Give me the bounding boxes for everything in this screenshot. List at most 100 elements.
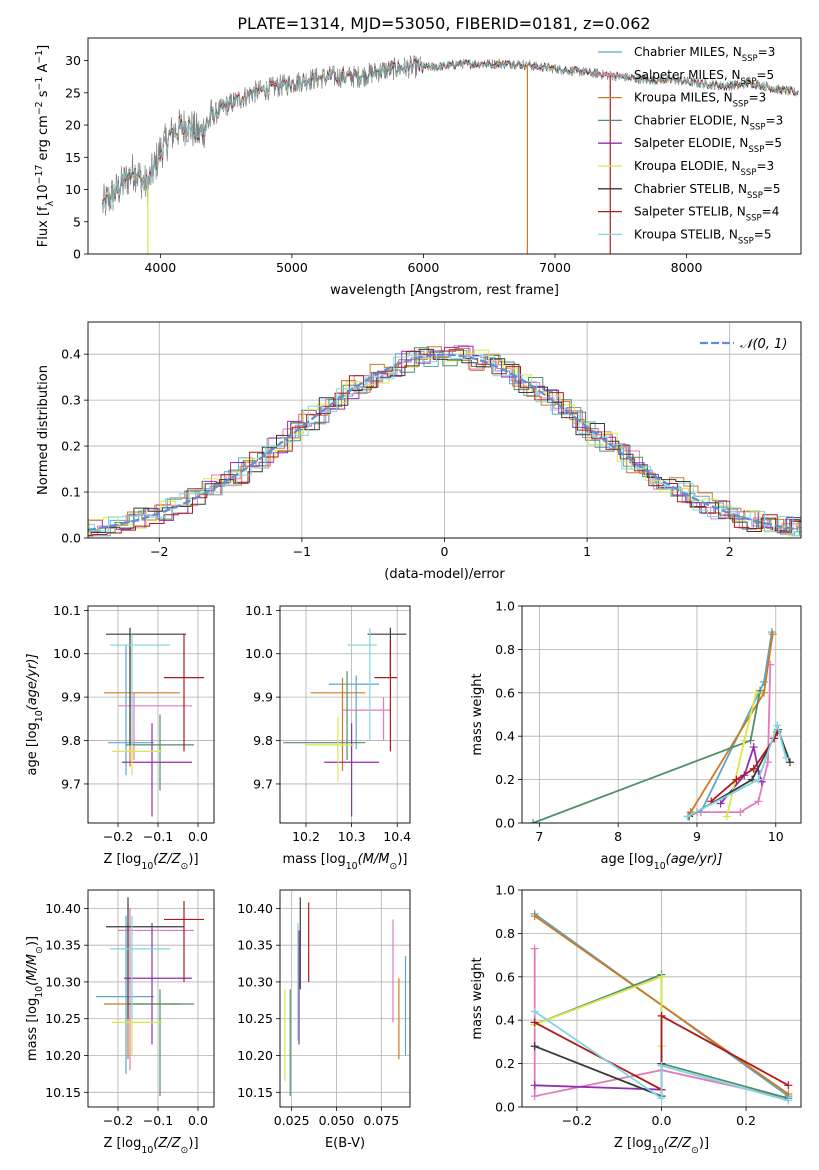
weight-marker-salpeter-miles xyxy=(530,1092,539,1101)
y-tick-label: 0.0 xyxy=(495,1100,515,1115)
weight-marker-salpeter-elodie xyxy=(716,799,725,808)
y-tick-label: 10.25 xyxy=(45,1011,81,1026)
histogram-salpeter-stelib xyxy=(88,349,801,537)
weight-marker-salpeter-stelib xyxy=(784,1081,793,1090)
histogram-salpeter-miles xyxy=(88,345,801,537)
x-tick-label: 8 xyxy=(614,829,622,844)
y-tick-label: 10 xyxy=(65,182,81,197)
weight-marker-kroupa-stelib xyxy=(784,1096,793,1105)
y-axis-label: mass [log10(M/M⊙)] xyxy=(25,936,45,1061)
weight-marker-kroupa-miles xyxy=(768,630,777,639)
errorbar-chabrier-stelib xyxy=(106,627,186,745)
x-tick-label: 5000 xyxy=(276,260,308,275)
x-tick-label: 0.050 xyxy=(319,1113,355,1128)
errorbar-kroupa-stelib xyxy=(110,634,170,745)
y-tick-label: 15 xyxy=(65,150,81,165)
legend-label-salpeter-elodie: Salpeter ELODIE, NSSP=5 xyxy=(634,136,782,155)
y-tick-label: 0.2 xyxy=(495,772,515,787)
y-tick-label: 0.1 xyxy=(61,485,81,500)
y-tick-label: 9.7 xyxy=(253,776,273,791)
x-tick-label: 0.2 xyxy=(736,1113,756,1128)
y-tick-label: 10.1 xyxy=(53,603,81,618)
panel-mass_vs_EBV: 0.025 0.050 0.075 10.15 10.20 10.25 10.30 10.35… xyxy=(237,889,411,1151)
panel-age_vs_mass: 10.2 10.3 10.4 9.7 9.8 9.9 10.0 10.1 mass [log10… xyxy=(245,603,411,872)
legend-label-salpeter-miles: Salpeter MILES, NSSP=5 xyxy=(634,68,774,87)
y-tick-label: 9.9 xyxy=(61,690,81,705)
y-tick-label: 0.3 xyxy=(61,393,81,408)
weight-marker-salpeter-stelib xyxy=(732,775,741,784)
y-tick-label: 10.30 xyxy=(45,974,81,989)
x-tick-label: −2 xyxy=(150,544,168,559)
weight-marker-kroupa-stelib xyxy=(657,1094,666,1103)
errorbar-chabrier-elodie xyxy=(128,989,194,1096)
weight-marker-kroupa-elodie xyxy=(722,812,731,821)
x-axis-label: Z [log10(Z/Z⊙)] xyxy=(103,1136,198,1156)
errorbar-salpeter-elodie xyxy=(324,723,379,817)
weight-marker-salpeter-miles xyxy=(736,808,745,817)
y-tick-label: 0.0 xyxy=(495,816,515,831)
weight-marker-salpeter-elodie xyxy=(749,743,758,752)
x-axis-label: age [log10(age/yr)] xyxy=(601,852,723,872)
y-tick-label: 9.7 xyxy=(61,776,81,791)
y-tick-label: 9.9 xyxy=(253,690,273,705)
x-axis-label: Z [log10(Z/Z⊙)] xyxy=(103,852,198,872)
y-tick-label: 0.2 xyxy=(61,439,81,454)
errorbar-chabrier-miles xyxy=(328,675,379,750)
y-tick-label: 30 xyxy=(65,53,81,68)
y-tick-label: 9.8 xyxy=(253,733,273,748)
y-tick-label: 0.6 xyxy=(495,969,515,984)
x-tick-label: −0.1 xyxy=(143,829,173,844)
errorbar-salpeter-miles xyxy=(342,697,391,741)
weight-line-chabrier-stelib xyxy=(688,727,791,818)
y-tick-label: 10.15 xyxy=(237,1085,273,1100)
x-tick-label: −0.2 xyxy=(562,1113,592,1128)
y-axis-label: Flux [fλ10−17 erg cm−2 s−1 A−1] xyxy=(34,45,56,247)
y-tick-label: 10.0 xyxy=(53,646,81,661)
x-axis-label: mass [log10(M/M⊙)] xyxy=(283,852,408,872)
legend-label-chabrier-stelib: Chabrier STELIB, NSSP=5 xyxy=(634,182,781,201)
plot-area xyxy=(104,627,204,817)
errorbar-salpeter-stelib xyxy=(164,901,204,982)
plot-area xyxy=(284,897,407,1096)
histogram-kroupa-miles xyxy=(88,346,801,531)
plot-area xyxy=(529,628,794,823)
panel-mass_weight_vs_Z: −0.2 0.0 0.2 0.0 0.2 0.4 0.6 0.8 1.0 Z [log10(Z/Z… xyxy=(470,883,802,1156)
weight-marker-kroupa-stelib xyxy=(683,812,692,821)
y-tick-label: 0.2 xyxy=(495,1056,515,1071)
x-tick-label: 10 xyxy=(768,829,784,844)
errorbar-salpeter-miles xyxy=(118,692,192,761)
x-tick-label: 4000 xyxy=(144,260,176,275)
errorbar-salpeter-miles xyxy=(118,908,194,1071)
errorbar-kroupa-miles xyxy=(310,677,366,771)
x-axis-label: (data-model)/error xyxy=(384,567,505,582)
weight-marker-salpeter-elodie xyxy=(530,1081,539,1090)
legend-label-chabrier-miles: Chabrier MILES, NSSP=3 xyxy=(634,45,775,64)
legend-label-chabrier-elodie: Chabrier ELODIE, NSSP=3 xyxy=(634,113,783,132)
axes-frame xyxy=(87,37,802,255)
weight-marker-kroupa-miles xyxy=(759,688,768,697)
weight-marker-chabrier-miles xyxy=(759,677,768,686)
x-axis-label: E(B-V) xyxy=(325,1136,365,1151)
figure-title: PLATE=1314, MJD=53050, FIBERID=0181, z=0… xyxy=(237,14,650,33)
y-tick-label: 10.40 xyxy=(237,901,273,916)
normal-curve xyxy=(88,353,799,531)
weight-marker-salpeter-stelib xyxy=(530,1018,539,1027)
errorbar-chabrier-stelib xyxy=(106,897,184,1019)
y-axis-label: Normed distribution xyxy=(36,365,51,495)
y-tick-label: 0.4 xyxy=(61,347,81,362)
y-tick-label: 10.35 xyxy=(45,938,81,953)
x-tick-label: 0.025 xyxy=(274,1113,310,1128)
plot-area xyxy=(96,897,204,1096)
x-tick-label: 10.3 xyxy=(338,829,366,844)
x-tick-label: 0.075 xyxy=(363,1113,399,1128)
weight-line-kroupa-stelib xyxy=(534,1010,789,1102)
y-tick-label: 1.0 xyxy=(495,883,515,898)
x-tick-label: 10.4 xyxy=(383,829,411,844)
y-tick-label: 10.1 xyxy=(245,603,273,618)
weight-marker-kroupa-stelib xyxy=(782,753,791,762)
legend-label-salpeter-stelib: Salpeter STELIB, NSSP=4 xyxy=(634,205,779,224)
legend-label-kroupa-stelib: Kroupa STELIB, NSSP=5 xyxy=(634,227,772,246)
weight-marker-salpeter-miles xyxy=(754,797,763,806)
y-axis-label: mass weight xyxy=(470,673,485,755)
